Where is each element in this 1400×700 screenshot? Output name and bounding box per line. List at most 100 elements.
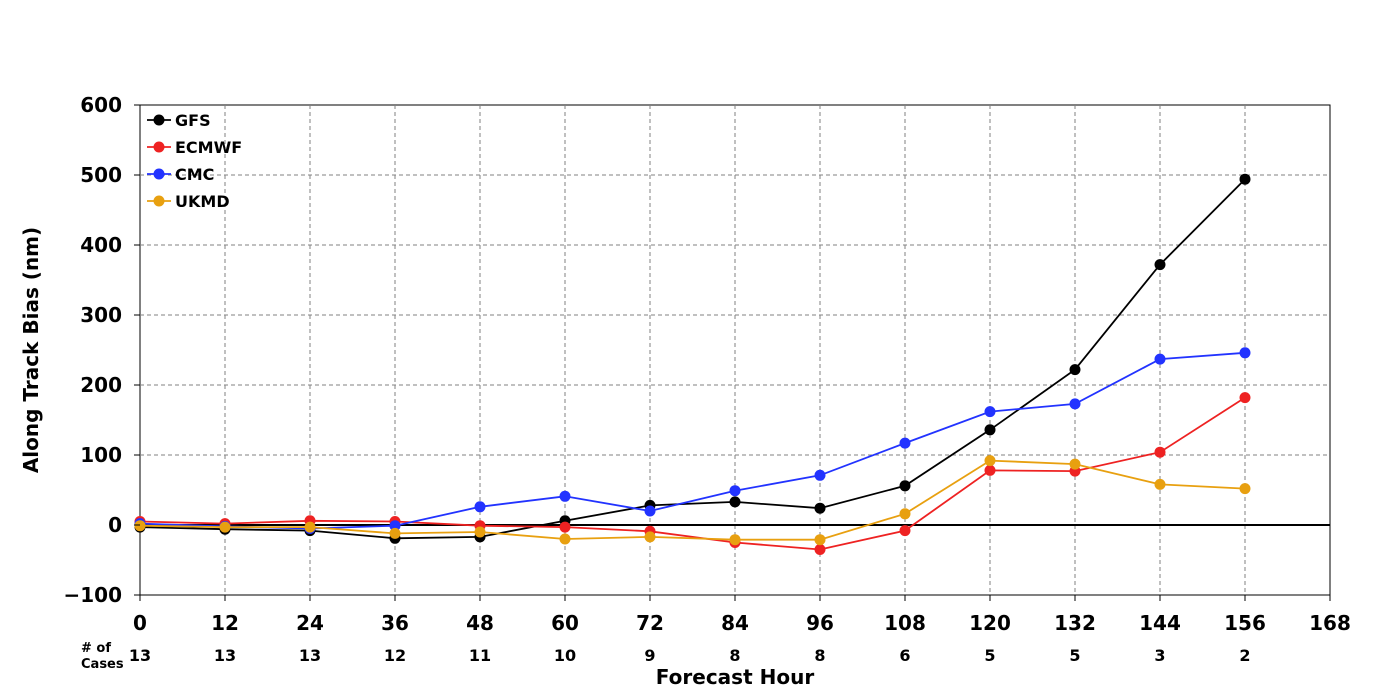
y-tick-label: 600	[80, 93, 122, 117]
case-count: 13	[299, 646, 321, 665]
data-point	[814, 544, 826, 555]
x-tick-label: 168	[1309, 611, 1351, 635]
data-point	[219, 521, 231, 533]
case-count: 5	[984, 646, 995, 665]
series-line	[139, 178, 1246, 540]
legend-marker	[153, 195, 165, 207]
data-point	[1239, 392, 1251, 404]
y-axis-title: Along Track Bias (nm)	[19, 227, 43, 473]
legend-entry-cmc: CMC	[147, 165, 214, 184]
data-point	[899, 437, 911, 449]
y-tick-label: 500	[80, 163, 122, 187]
legend-label: GFS	[175, 111, 211, 130]
data-point	[984, 406, 996, 418]
series-line	[139, 396, 1246, 551]
cases-label-line2: Cases	[81, 657, 124, 672]
series-line	[139, 459, 1246, 541]
data-point	[729, 534, 741, 546]
data-point	[389, 520, 401, 532]
data-point	[1239, 173, 1251, 185]
case-count: 8	[729, 646, 740, 665]
y-tick-label: 400	[80, 233, 122, 257]
data-point	[304, 521, 316, 533]
cases-label-line1: # of	[81, 641, 111, 656]
data-point	[1154, 478, 1166, 490]
data-point	[644, 505, 656, 517]
legend-label: CMC	[175, 165, 214, 184]
data-point	[814, 534, 826, 546]
legend: GFS ECMWF CMC UKMD	[147, 111, 242, 211]
data-point	[899, 480, 911, 492]
x-tick-label: 72	[636, 611, 664, 635]
x-tick-label: 12	[211, 611, 239, 635]
data-point	[1239, 347, 1251, 359]
data-point	[984, 455, 996, 467]
data-point	[729, 485, 741, 497]
y-tick-label: 300	[80, 303, 122, 327]
x-tick-label: 96	[806, 611, 834, 635]
x-axis-ticks: 0 12 24 36 48 60 72 84 96 108 120 132 144 156 168	[133, 595, 1351, 635]
y-tick-label: −100	[63, 583, 122, 607]
case-count: 12	[384, 646, 406, 665]
legend-entry-ecmwf: ECMWF	[147, 138, 242, 157]
case-count: 8	[814, 646, 825, 665]
case-count: 2	[1239, 646, 1250, 665]
y-tick-label: 200	[80, 373, 122, 397]
data-point	[1069, 364, 1081, 376]
x-tick-label: 156	[1224, 611, 1266, 635]
x-tick-label: 24	[296, 611, 324, 635]
x-axis-title: Forecast Hour	[656, 665, 815, 689]
x-tick-label: 144	[1139, 611, 1181, 635]
legend-marker	[153, 114, 165, 126]
x-tick-label: 108	[884, 611, 926, 635]
case-count: 10	[554, 646, 576, 665]
y-tick-label: 0	[108, 513, 122, 537]
data-point	[984, 424, 996, 436]
x-tick-label: 60	[551, 611, 579, 635]
case-count: 5	[1069, 646, 1080, 665]
data-point	[474, 526, 486, 538]
case-count: 13	[129, 646, 151, 665]
legend-label: UKMD	[175, 192, 230, 211]
series-ukmd	[134, 455, 1251, 546]
data-point	[389, 527, 401, 539]
data-point	[1154, 259, 1166, 271]
y-axis-ticks: 600 500 400 300 200 100 0 −100	[63, 93, 140, 607]
data-point	[559, 521, 571, 533]
legend-marker	[153, 168, 165, 180]
case-count: 6	[899, 646, 910, 665]
case-count: 3	[1154, 646, 1165, 665]
data-point	[1239, 483, 1251, 495]
x-tick-label: 0	[133, 611, 147, 635]
data-point	[899, 525, 911, 537]
data-point	[644, 531, 656, 543]
data-point	[814, 469, 826, 481]
legend-marker	[153, 141, 165, 153]
y-tick-label: 100	[80, 443, 122, 467]
x-tick-label: 84	[721, 611, 749, 635]
series-lines	[134, 173, 1251, 555]
legend-entry-ukmd: UKMD	[147, 192, 230, 211]
data-point	[474, 501, 486, 513]
data-point	[899, 508, 911, 520]
data-point	[559, 533, 571, 545]
data-point	[814, 502, 826, 514]
case-count: 13	[214, 646, 236, 665]
legend-entry-gfs: GFS	[147, 111, 211, 130]
data-point	[1069, 458, 1081, 470]
data-point	[1154, 446, 1166, 458]
series-gfs	[134, 173, 1251, 544]
data-point	[559, 490, 571, 502]
data-point	[1069, 398, 1081, 410]
x-tick-label: 132	[1054, 611, 1096, 635]
x-tick-label: 48	[466, 611, 494, 635]
data-point	[729, 496, 741, 508]
data-point	[984, 464, 996, 476]
data-point	[134, 520, 146, 532]
case-count: 9	[644, 646, 655, 665]
x-tick-label: 36	[381, 611, 409, 635]
x-tick-label: 120	[969, 611, 1011, 635]
data-point	[1154, 353, 1166, 365]
